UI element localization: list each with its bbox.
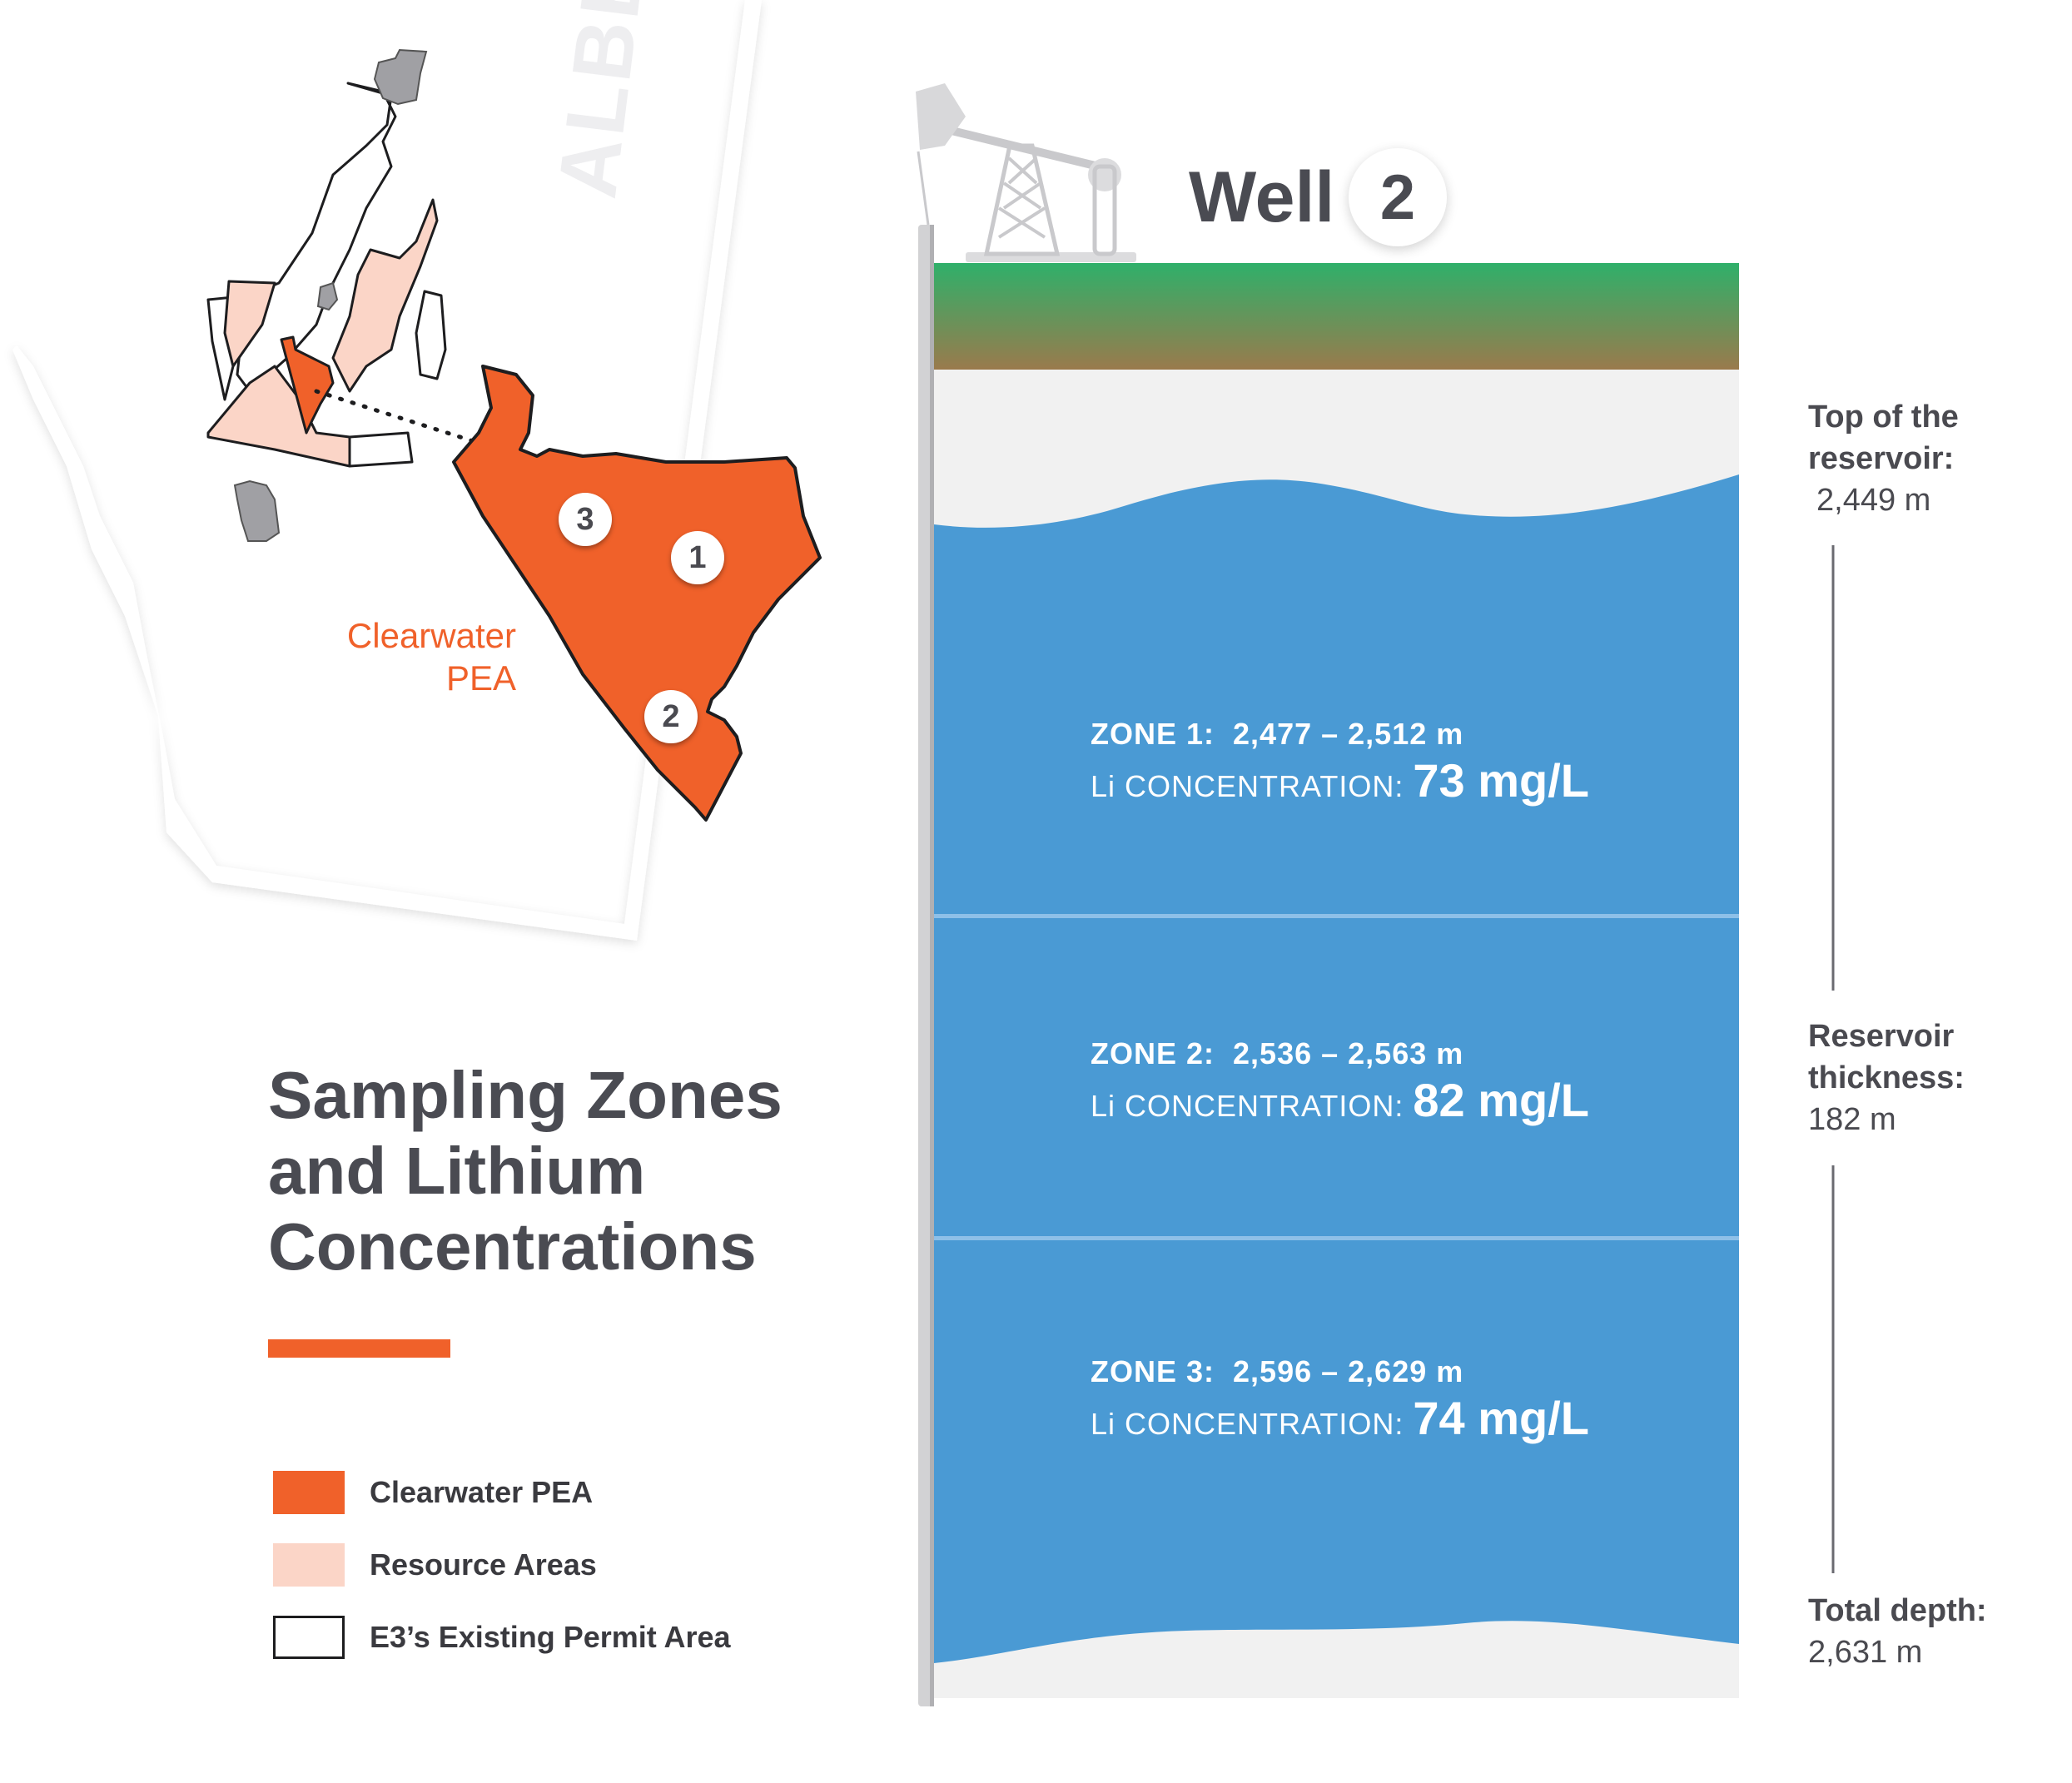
pump-jack-icon <box>916 83 1136 262</box>
pea-map-label-line2: PEA <box>445 658 516 698</box>
zone-1-conc-row: Li CONCENTRATION: 73 mg/L <box>1091 756 1589 812</box>
zone-2-label: ZONE 2: <box>1091 1036 1215 1070</box>
zone-3-info: ZONE 3: 2,596 – 2,629 m Li CONCENTRATION… <box>1091 1350 1589 1449</box>
legend-item-permit-area: E3’s Existing Permit Area <box>273 1616 731 1659</box>
zone-1-conc-label: Li CONCENTRATION: <box>1091 769 1404 803</box>
annotation-top-value: 2,449 m <box>1816 483 1931 518</box>
annotation-total-line1: Total depth: <box>1808 1593 1987 1628</box>
zone-1-info: ZONE 1: 2,477 – 2,512 m Li CONCENTRATION… <box>1091 713 1589 812</box>
zone-3-range-row: ZONE 3: 2,596 – 2,629 m <box>1091 1350 1589 1393</box>
annotation-total-depth: Total depth: 2,631 m <box>1808 1590 1987 1673</box>
title-line-1: Sampling Zones <box>268 1058 783 1132</box>
page-title: Sampling Zones and Lithium Concentration… <box>268 1057 901 1284</box>
zone-1-range-row: ZONE 1: 2,477 – 2,512 m <box>1091 713 1589 756</box>
well-pipe <box>918 225 932 1706</box>
zone-1-range: 2,477 – 2,512 m <box>1233 717 1464 751</box>
map-connector-dots <box>314 389 484 446</box>
zone-3-conc-value: 74 mg/L <box>1413 1392 1589 1444</box>
annotation-thickness-line2: thickness: <box>1808 1060 1965 1095</box>
well-number-badge: 2 <box>1349 148 1447 246</box>
zone-2-conc-row: Li CONCENTRATION: 82 mg/L <box>1091 1075 1589 1131</box>
zone-1-label: ZONE 1: <box>1091 717 1215 751</box>
legend-item-resource-areas: Resource Areas <box>273 1543 597 1587</box>
pea-map-label-line1: Clearwater <box>346 616 516 655</box>
zone-2-range: 2,536 – 2,563 m <box>1233 1036 1464 1070</box>
annotation-top-line2: reservoir: <box>1808 441 1955 476</box>
map-marker-2: 2 <box>644 690 698 743</box>
map-marker-3: 3 <box>559 493 612 546</box>
title-line-2: and Lithium <box>268 1134 646 1208</box>
zone-3-range: 2,596 – 2,629 m <box>1233 1354 1464 1388</box>
zone-divider-2 <box>934 1236 1739 1240</box>
well-title: Well <box>1189 157 1335 237</box>
annotation-reservoir-thickness: Reservoir thickness: 182 m <box>1808 1016 1965 1140</box>
zone-2-conc-label: Li CONCENTRATION: <box>1091 1089 1404 1123</box>
zone-2-range-row: ZONE 2: 2,536 – 2,563 m <box>1091 1032 1589 1075</box>
legend-label: E3’s Existing Permit Area <box>370 1620 731 1654</box>
annotation-thickness-line1: Reservoir <box>1808 1019 1955 1054</box>
resource-areas <box>206 198 439 468</box>
small-pea-shape <box>280 335 335 435</box>
zone-divider-1 <box>934 914 1739 918</box>
zone-2-conc-value: 82 mg/L <box>1413 1074 1589 1126</box>
title-line-3: Concentrations <box>268 1209 757 1284</box>
zone-3-conc-row: Li CONCENTRATION: 74 mg/L <box>1091 1393 1589 1449</box>
title-accent-bar <box>268 1339 450 1358</box>
legend-swatch-pink <box>273 1543 345 1587</box>
map-marker-1: 1 <box>671 531 724 584</box>
zone-1-conc-value: 73 mg/L <box>1413 754 1589 807</box>
annotation-thickness-value: 182 m <box>1808 1102 1896 1137</box>
legend-swatch-orange <box>273 1471 345 1514</box>
annotation-total-value: 2,631 m <box>1808 1635 1923 1670</box>
annotation-top-line1: Top of the <box>1808 400 1959 435</box>
ground-layer <box>934 263 1739 370</box>
legend-swatch-outline <box>273 1616 345 1659</box>
legend-item-clearwater-pea: Clearwater PEA <box>273 1471 593 1514</box>
pea-map-label: Clearwater PEA <box>275 614 516 699</box>
zone-3-conc-label: Li CONCENTRATION: <box>1091 1407 1404 1441</box>
legend-label: Resource Areas <box>370 1547 597 1582</box>
zone-3-label: ZONE 3: <box>1091 1354 1215 1388</box>
grey-areas <box>233 48 428 542</box>
legend-label: Clearwater PEA <box>370 1475 594 1509</box>
zone-2-info: ZONE 2: 2,536 – 2,563 m Li CONCENTRATION… <box>1091 1032 1589 1131</box>
annotation-top-of-reservoir: Top of the reservoir: 2,449 m <box>1808 396 1959 521</box>
reservoir-water <box>934 474 1739 1663</box>
large-pea-shape <box>452 365 822 822</box>
